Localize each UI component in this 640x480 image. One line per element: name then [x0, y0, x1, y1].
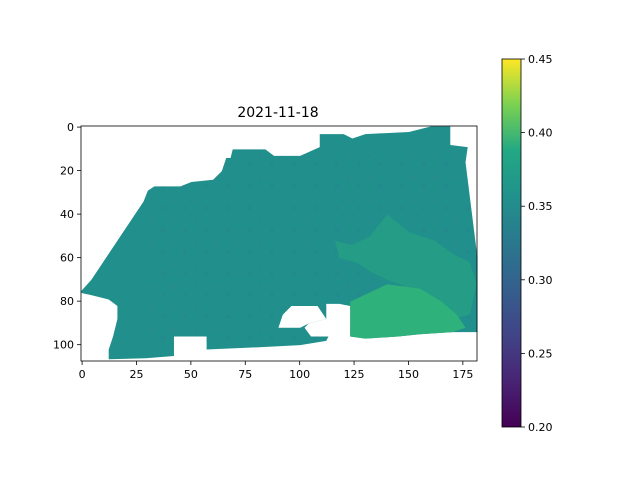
- heatmap-region-wetland: [334, 214, 477, 320]
- colorbar-axis: 0.20 0.25 0.30 0.35 0.40 0.45: [521, 53, 553, 434]
- heatmap-gap: [278, 306, 327, 328]
- colorbar-tick-label: 0.30: [528, 274, 553, 287]
- y-axis: 0 20 40 60 80 100: [53, 121, 81, 352]
- x-tick-label: 25: [129, 368, 143, 381]
- x-tick-label: 0: [79, 368, 86, 381]
- y-tick-label: 80: [60, 295, 74, 308]
- colorbar-tick-label: 0.45: [528, 53, 553, 66]
- y-tick-label: 0: [67, 121, 74, 134]
- heatmap-region-southeast: [350, 284, 466, 339]
- y-tick-label: 60: [60, 252, 74, 265]
- plot-frame: [80, 125, 478, 362]
- x-tick-label: 75: [238, 368, 252, 381]
- x-axis: 0 25 50 75 100 125 150 175: [79, 361, 473, 381]
- colorbar-tick-label: 0.35: [528, 200, 553, 213]
- colorbar-gradient: [501, 58, 522, 428]
- heatmap-image: [81, 126, 478, 360]
- x-tick-label: 100: [289, 368, 310, 381]
- y-tick-label: 100: [53, 339, 74, 352]
- x-tick-label: 125: [344, 368, 365, 381]
- colorbar-tick-label: 0.20: [528, 421, 553, 434]
- x-tick-label: 50: [184, 368, 198, 381]
- y-tick-label: 20: [60, 165, 74, 178]
- chart-title: 2021-11-18: [237, 105, 318, 121]
- x-tick-label: 150: [398, 368, 419, 381]
- colorbar-tick-label: 0.40: [528, 127, 553, 140]
- y-tick-label: 40: [60, 208, 74, 221]
- x-tick-label: 175: [452, 368, 473, 381]
- colorbar-tick-label: 0.25: [528, 347, 553, 360]
